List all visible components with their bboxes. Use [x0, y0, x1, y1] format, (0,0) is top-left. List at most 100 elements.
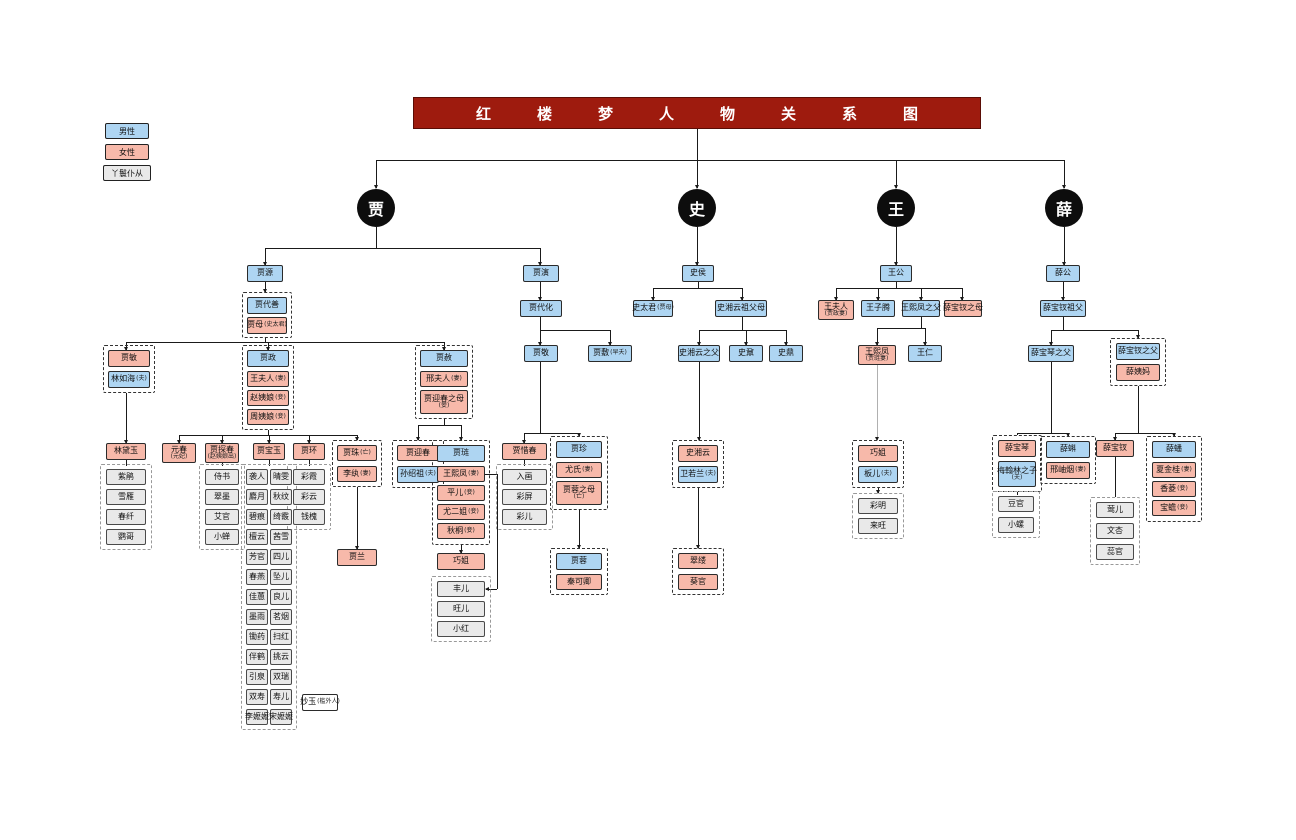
- arrowhead-icon: [1136, 335, 1140, 339]
- servant-node: 袭人: [246, 469, 268, 485]
- person-note: (早夭): [610, 349, 627, 357]
- connector-line: [265, 282, 266, 292]
- connector-line: [540, 330, 541, 345]
- arrowhead-icon: [124, 347, 128, 351]
- person-note: (妾): [275, 393, 286, 401]
- person-name: 寿儿: [273, 691, 289, 701]
- connector-line: [699, 362, 700, 440]
- person-name: 彩云: [301, 491, 317, 501]
- connector-line: [269, 435, 270, 443]
- person-name: 薛宝钗: [1103, 443, 1127, 453]
- arrowhead-icon: [740, 297, 744, 301]
- connector-line: [126, 342, 444, 343]
- person-name: 宋嬷嬷: [269, 711, 293, 721]
- arrowhead-icon: [960, 297, 964, 301]
- person-node: 王子腾: [861, 300, 895, 317]
- person-node: 王熙凤之父: [901, 300, 941, 317]
- arrowhead-icon: [459, 437, 463, 441]
- connector-line: [268, 342, 269, 350]
- servant-node: 彩儿: [502, 509, 547, 525]
- person-name: 豆官: [1008, 498, 1024, 508]
- person-note: (贾母): [657, 304, 674, 312]
- person-name: 文杏: [1107, 525, 1123, 535]
- person-node: 贾蓉: [556, 553, 602, 570]
- person-node: 贾惜春: [502, 443, 547, 460]
- arrowhead-icon: [894, 262, 898, 266]
- person-name: 宝蟾: [1160, 502, 1177, 512]
- person-node: 薛蝌: [1046, 441, 1090, 458]
- person-name: 贾迎春之母: [424, 393, 464, 403]
- person-name: 史湘云之父: [679, 348, 719, 358]
- arrowhead-icon: [177, 440, 181, 444]
- person-name: 锄药: [249, 631, 265, 641]
- person-name: 妙玉: [300, 697, 317, 707]
- person-name: 王子腾: [866, 303, 890, 313]
- servant-node: 坠儿: [270, 569, 292, 585]
- arrowhead-icon: [263, 262, 267, 266]
- arrowhead-icon: [697, 342, 701, 346]
- connector-line: [962, 288, 963, 300]
- group-frame: [392, 440, 444, 488]
- servant-node: 紫鹃: [106, 469, 146, 485]
- servant-node: 小螺: [998, 517, 1034, 533]
- arrowhead-icon: [744, 342, 748, 346]
- person-node: 贾源: [247, 265, 283, 282]
- servant-node: 晴雯: [270, 469, 292, 485]
- connector-line: [376, 160, 1064, 161]
- group-frame: [992, 491, 1040, 538]
- servant-node: 翠墨: [205, 489, 239, 505]
- person-name: 薛宝琴之父: [1031, 348, 1071, 358]
- person-node: 王熙凤 (妻): [437, 466, 485, 482]
- person-node: 贾迎春之母 (妾): [420, 390, 468, 414]
- person-name: 巧姐: [453, 556, 469, 566]
- person-name: 春纤: [118, 511, 134, 521]
- servant-node: 宋嬷嬷: [269, 709, 293, 725]
- arrowhead-icon: [459, 550, 463, 554]
- group-frame: [242, 345, 294, 430]
- connector-line: [540, 317, 541, 330]
- arrowhead-icon: [608, 342, 612, 346]
- connector-line: [1051, 330, 1052, 345]
- person-name: 王熙凤: [865, 346, 889, 356]
- servant-node: 入画: [502, 469, 547, 485]
- person-name: 薛姨妈: [1126, 367, 1150, 377]
- person-node: 贾迎春: [397, 445, 439, 461]
- group-frame: [415, 345, 473, 419]
- connector-line: [444, 342, 445, 350]
- connector-line: [540, 362, 541, 433]
- connector-line: [836, 288, 837, 300]
- servant-node: 侍书: [205, 469, 239, 485]
- servant-node: 佳蕙: [246, 589, 268, 605]
- person-name: 檀云: [249, 531, 265, 541]
- connector-line: [1017, 433, 1068, 434]
- person-name: 贾珍: [571, 444, 587, 454]
- person-node: 香菱 (妾): [1152, 481, 1196, 497]
- person-note: (妻): [275, 374, 286, 382]
- person-node: 秦可卿: [556, 574, 602, 590]
- arrowhead-icon: [124, 440, 128, 444]
- person-note: (妾): [438, 402, 450, 410]
- title-bar: 红楼梦人物关系图: [413, 97, 981, 129]
- servant-node: 彩屏: [502, 489, 547, 505]
- servant-node: 绮霰: [270, 509, 292, 525]
- connector-line: [179, 435, 357, 436]
- person-name: 李嬷嬷: [245, 711, 269, 721]
- group-frame: [241, 464, 297, 730]
- connector-line: [1063, 282, 1064, 300]
- person-name: 贾敷: [593, 348, 610, 358]
- person-name: 四儿: [273, 551, 289, 561]
- arrowhead-icon: [577, 545, 581, 549]
- person-note: (夫): [136, 375, 147, 383]
- person-note: (夫): [1011, 474, 1023, 482]
- person-name: 彩屏: [516, 491, 533, 501]
- person-node: 贾兰: [337, 549, 377, 566]
- person-name: 薛宝钗之母: [943, 303, 983, 313]
- person-name: 贾迎春: [406, 447, 430, 457]
- person-node: 贾政: [247, 350, 289, 367]
- person-note: (妻): [451, 374, 462, 382]
- person-name: 王熙凤之父: [901, 303, 941, 313]
- servant-node: 艾官: [205, 509, 239, 525]
- person-note: (妻): [360, 469, 371, 477]
- connector-line: [921, 288, 922, 300]
- connector-line: [269, 460, 270, 466]
